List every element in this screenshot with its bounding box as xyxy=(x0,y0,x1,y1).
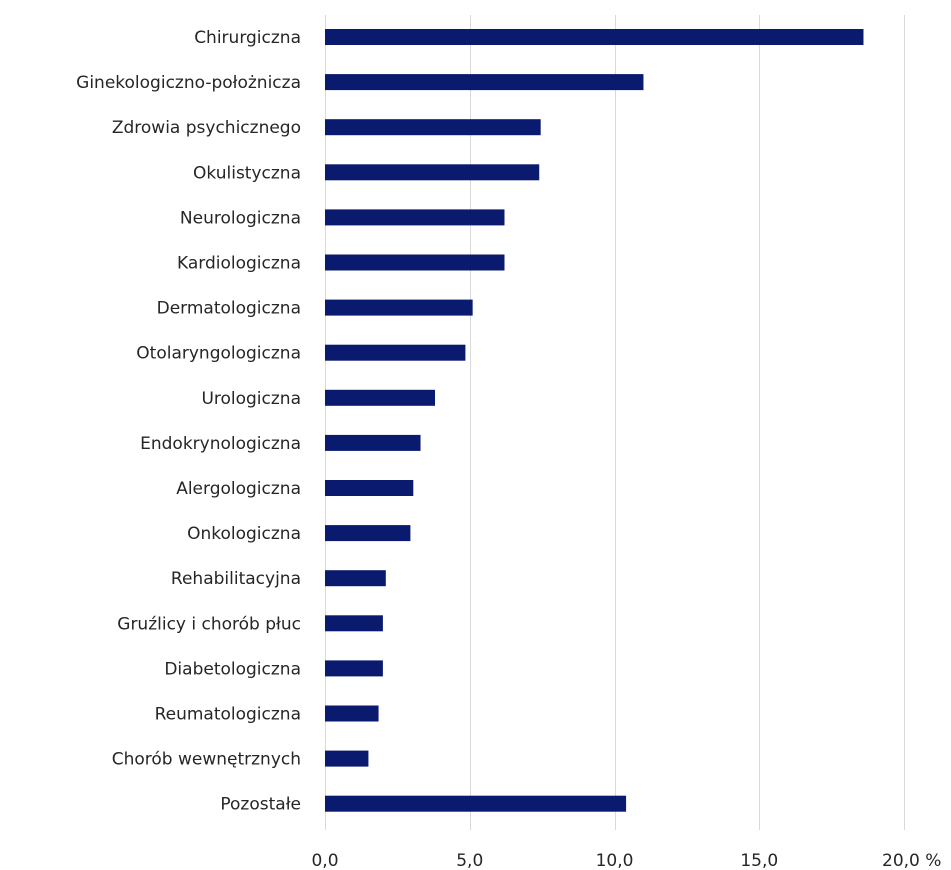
x-tick-label: 0,0 xyxy=(311,851,338,870)
category-label: Urologiczna xyxy=(201,389,301,409)
category-label: Zdrowia psychicznego xyxy=(112,118,301,138)
x-tick-label: 10,0 xyxy=(596,851,634,870)
category-label: Dermatologiczna xyxy=(157,299,301,319)
category-label: Gruźlicy i chorób płuc xyxy=(117,614,301,634)
category-label: Endokrynologiczna xyxy=(140,434,301,454)
bar xyxy=(325,254,505,271)
x-axis-tick-labels: 0,0 5,0 10,0 15,0 20,0 % xyxy=(311,851,941,870)
category-label: Rehabilitacyjna xyxy=(171,569,301,589)
category-label: Alergologiczna xyxy=(176,479,301,499)
bar xyxy=(325,660,383,677)
category-label: Neurologiczna xyxy=(180,208,301,228)
bar xyxy=(325,164,540,181)
bar xyxy=(325,750,369,767)
bar xyxy=(325,344,466,361)
bar xyxy=(325,480,414,496)
category-label: Chirurgiczna xyxy=(194,28,301,48)
bars xyxy=(325,29,864,812)
x-tick-label: 5,0 xyxy=(456,851,483,870)
bar xyxy=(325,615,383,632)
category-label: Diabetologiczna xyxy=(164,659,301,679)
bar xyxy=(325,299,473,316)
category-label: Reumatologiczna xyxy=(155,705,301,725)
category-labels: Chirurgiczna Ginekologiczno-położnicza Zdr… xyxy=(76,28,301,815)
bar xyxy=(325,389,436,406)
category-label: Ginekologiczno-położnicza xyxy=(76,73,301,93)
bar xyxy=(325,434,421,451)
gridlines xyxy=(325,15,905,830)
category-label: Onkologiczna xyxy=(187,524,301,544)
category-label: Pozostałe xyxy=(220,795,301,815)
bar xyxy=(325,74,644,91)
category-label: Otolaryngologiczna xyxy=(136,344,301,364)
bar xyxy=(325,705,379,722)
bar xyxy=(325,795,627,812)
category-label: Chorób wewnętrznych xyxy=(112,750,301,770)
bar xyxy=(325,209,505,226)
x-tick-label: 20,0 % xyxy=(882,851,941,870)
x-tick-label: 15,0 xyxy=(740,851,778,870)
bar xyxy=(325,570,386,587)
bar xyxy=(325,525,411,542)
bar xyxy=(325,119,541,136)
bar xyxy=(325,29,864,45)
category-label: Kardiologiczna xyxy=(177,254,301,274)
category-label: Okulistyczna xyxy=(193,163,301,183)
